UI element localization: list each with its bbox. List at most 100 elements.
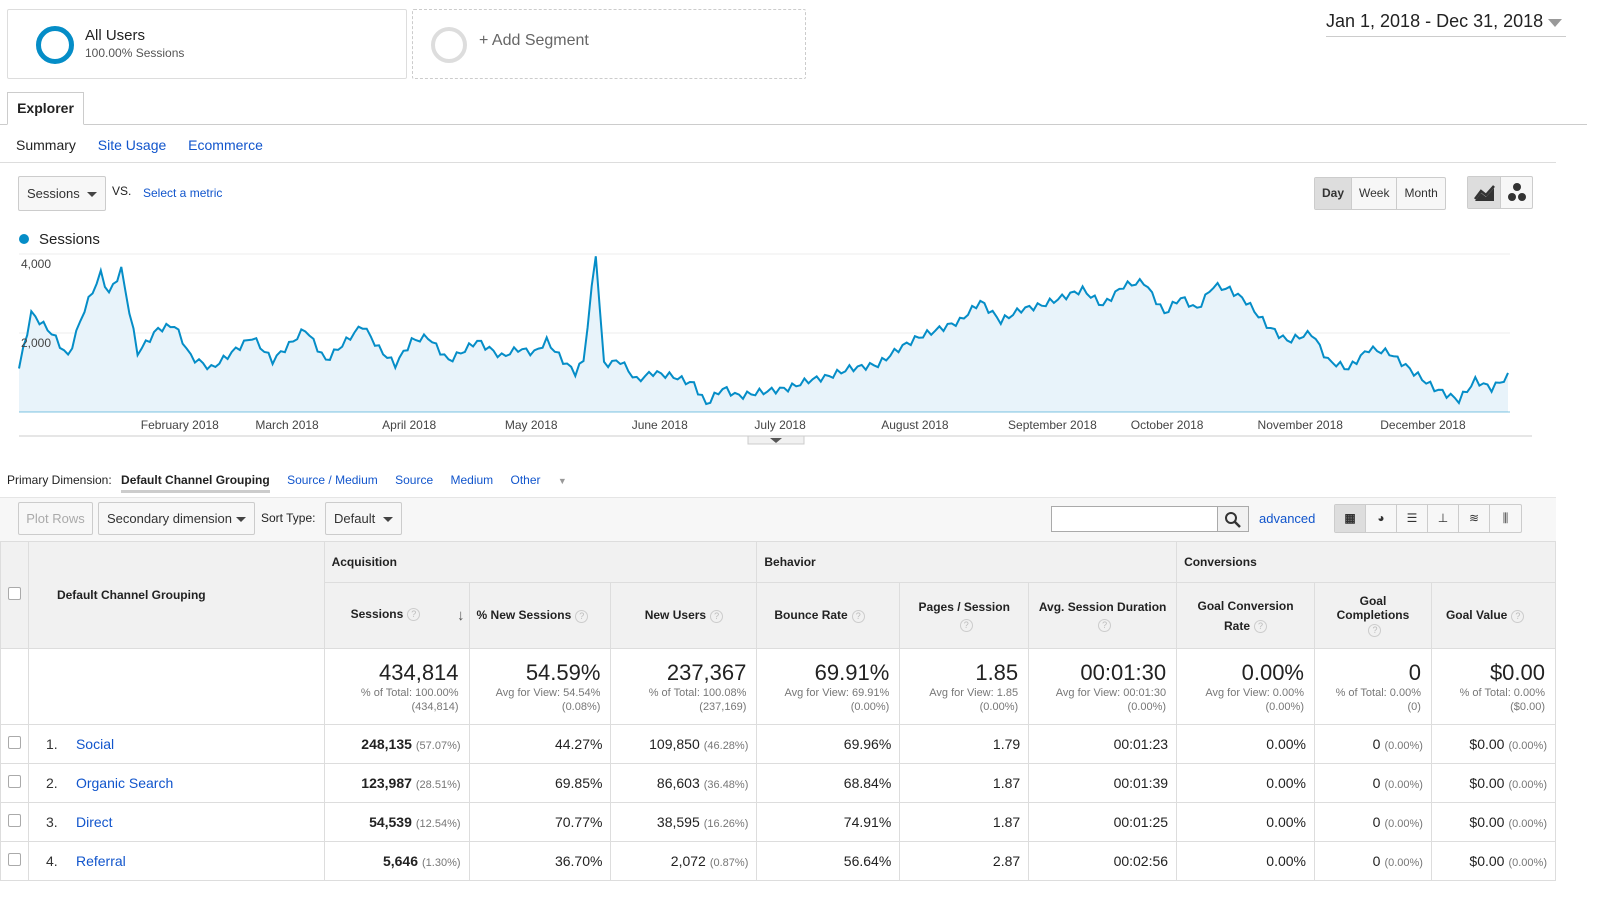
help-icon[interactable]: ? bbox=[575, 609, 589, 623]
help-icon[interactable]: ? bbox=[1511, 609, 1525, 623]
subtab-site-usage[interactable]: Site Usage bbox=[97, 137, 167, 153]
dimension-other[interactable]: Other ▼ bbox=[511, 473, 581, 487]
sort-type-select[interactable]: Default bbox=[325, 502, 402, 535]
dimension-source[interactable]: Source bbox=[395, 473, 434, 487]
segment-all-users[interactable]: All Users 100.00% Sessions bbox=[7, 9, 407, 79]
table-cell: 69.96% bbox=[756, 724, 901, 764]
col-new-sessions[interactable]: % New Sessions? bbox=[468, 582, 612, 649]
table-view-button[interactable]: ▦ bbox=[1335, 505, 1366, 532]
y-tick-2000: 2,000 bbox=[21, 336, 52, 350]
total-value: 1.85 bbox=[975, 659, 1019, 685]
secondary-dimension-select[interactable]: Secondary dimension bbox=[98, 502, 255, 535]
dim-header[interactable]: Default Channel Grouping bbox=[27, 541, 325, 649]
row-channel-link[interactable]: Organic Search bbox=[75, 775, 174, 791]
table-cell: 1.79 bbox=[899, 724, 1030, 764]
table-cell: 109,850 (46.28%) bbox=[610, 724, 758, 764]
table-search-input[interactable] bbox=[1051, 506, 1249, 532]
total-cell: 237,367% of Total: 100.08% (237,169) bbox=[610, 648, 758, 725]
row-channel-link[interactable]: Social bbox=[75, 736, 115, 752]
select-all-checkbox[interactable] bbox=[7, 587, 21, 600]
week-button[interactable]: Week bbox=[1352, 178, 1398, 209]
row-goal-value-pct: (0.00%) bbox=[1508, 857, 1547, 869]
help-icon[interactable]: ? bbox=[1368, 623, 1382, 637]
table-cell: 00:01:23 bbox=[1028, 724, 1178, 764]
help-icon[interactable]: ? bbox=[959, 618, 973, 632]
col-goal-conv-rate[interactable]: Goal Conversion Rate? bbox=[1176, 582, 1315, 649]
sort-type-value: Default bbox=[334, 511, 376, 526]
dimension-default-channel[interactable]: Default Channel Grouping bbox=[121, 473, 270, 493]
row-goal-value-pct: (0.00%) bbox=[1508, 779, 1547, 791]
col-avg-duration-label: Avg. Session Duration bbox=[1038, 599, 1167, 614]
total-cell: 1.85 Avg for View: 1.85 (0.00%) bbox=[899, 648, 1030, 725]
row-sessions: 123,987 bbox=[361, 775, 412, 791]
metric-select[interactable]: Sessions bbox=[18, 176, 106, 211]
table-cell: 0.00% bbox=[1176, 841, 1315, 881]
row-checkbox[interactable] bbox=[7, 736, 21, 749]
granularity-group: Day Week Month bbox=[1314, 177, 1446, 210]
tab-explorer[interactable]: Explorer bbox=[7, 92, 84, 125]
help-icon[interactable]: ? bbox=[407, 608, 421, 622]
row-new-sessions: 44.27% bbox=[554, 736, 603, 752]
sort-desc-icon: ↓ bbox=[457, 607, 465, 624]
table-cell: 69.85% bbox=[468, 763, 612, 803]
row-goal-completions: 0 bbox=[1372, 814, 1381, 830]
row-channel-link[interactable]: Direct bbox=[75, 814, 113, 830]
row-checkbox[interactable] bbox=[7, 775, 21, 788]
row-pages-session: 1.87 bbox=[992, 775, 1021, 791]
col-pages-session[interactable]: Pages / Session? bbox=[899, 582, 1030, 649]
plot-rows-button[interactable]: Plot Rows bbox=[18, 502, 93, 535]
select-metric-link[interactable]: Select a metric bbox=[143, 186, 223, 200]
sessions-area bbox=[19, 256, 1508, 412]
col-goal-completions[interactable]: Goal Completions? bbox=[1314, 582, 1432, 649]
advanced-link[interactable]: advanced bbox=[1259, 511, 1316, 526]
subtab-summary[interactable]: Summary bbox=[16, 137, 76, 153]
row-new-users-pct: (46.28%) bbox=[703, 740, 749, 752]
row-goal-value: $0.00 bbox=[1469, 814, 1505, 830]
col-sessions[interactable]: Sessions? ↓ bbox=[323, 582, 470, 649]
day-button[interactable]: Day bbox=[1315, 178, 1353, 209]
term-cloud-button[interactable]: ≋ bbox=[1459, 505, 1490, 532]
row-checkbox[interactable] bbox=[7, 853, 21, 866]
add-segment-button[interactable]: + Add Segment bbox=[412, 9, 806, 79]
pivot-view-button[interactable]: ⫼ bbox=[1490, 505, 1521, 532]
col-bounce-rate[interactable]: Bounce Rate? bbox=[756, 582, 901, 649]
table-cell: 3. Direct bbox=[27, 802, 325, 842]
explorer-subtabs: Summary Site Usage Ecommerce bbox=[16, 137, 281, 153]
subtab-ecommerce[interactable]: Ecommerce bbox=[188, 137, 263, 153]
table-cell: 1. Social bbox=[27, 724, 325, 764]
help-icon[interactable]: ? bbox=[1254, 619, 1268, 633]
col-goal-value[interactable]: Goal Value? bbox=[1430, 582, 1557, 649]
total-value: 434,814 bbox=[379, 659, 459, 685]
row-sessions-pct: (1.30%) bbox=[422, 857, 461, 869]
chevron-down-icon bbox=[1548, 19, 1562, 27]
table-cell: $0.00 (0.00%) bbox=[1430, 724, 1557, 764]
date-range-picker[interactable]: Jan 1, 2018 - Dec 31, 2018 bbox=[1326, 11, 1566, 37]
performance-view-button[interactable]: ☰ bbox=[1397, 505, 1428, 532]
col-goal-conv-rate-label: Goal Conversion Rate bbox=[1197, 598, 1294, 633]
month-button[interactable]: Month bbox=[1404, 186, 1438, 200]
metric-select-value: Sessions bbox=[27, 186, 80, 201]
row-pages-session: 2.87 bbox=[992, 853, 1021, 869]
dimension-medium[interactable]: Medium bbox=[450, 473, 494, 487]
col-new-sessions-label: % New Sessions bbox=[476, 608, 572, 623]
help-icon[interactable]: ? bbox=[851, 609, 865, 623]
col-new-users[interactable]: New Users? bbox=[610, 582, 758, 649]
col-avg-duration[interactable]: Avg. Session Duration? bbox=[1028, 582, 1178, 649]
comparison-view-button[interactable]: ⊥ bbox=[1428, 505, 1459, 532]
row-new-users: 2,072 bbox=[670, 853, 706, 869]
line-chart-button[interactable] bbox=[1468, 177, 1501, 208]
help-icon[interactable]: ? bbox=[710, 609, 724, 623]
help-icon[interactable]: ? bbox=[1098, 618, 1112, 632]
date-range-label: Jan 1, 2018 - Dec 31, 2018 bbox=[1326, 11, 1544, 31]
pie-view-button[interactable]: ◕ bbox=[1366, 505, 1397, 532]
row-checkbox[interactable] bbox=[7, 814, 21, 827]
dimension-source-medium[interactable]: Source / Medium bbox=[287, 473, 378, 487]
x-tick-label: March 2018 bbox=[255, 418, 319, 432]
row-channel-link[interactable]: Referral bbox=[75, 853, 126, 869]
search-button[interactable] bbox=[1217, 506, 1249, 532]
segment-ring-icon bbox=[36, 26, 74, 64]
col-sessions-label: Sessions bbox=[350, 607, 404, 621]
row-new-users-pct: (36.48%) bbox=[703, 779, 749, 791]
total-cell: $0.00% of Total: 0.00% ($0.00) bbox=[1430, 648, 1557, 725]
motion-chart-button[interactable] bbox=[1501, 177, 1532, 208]
